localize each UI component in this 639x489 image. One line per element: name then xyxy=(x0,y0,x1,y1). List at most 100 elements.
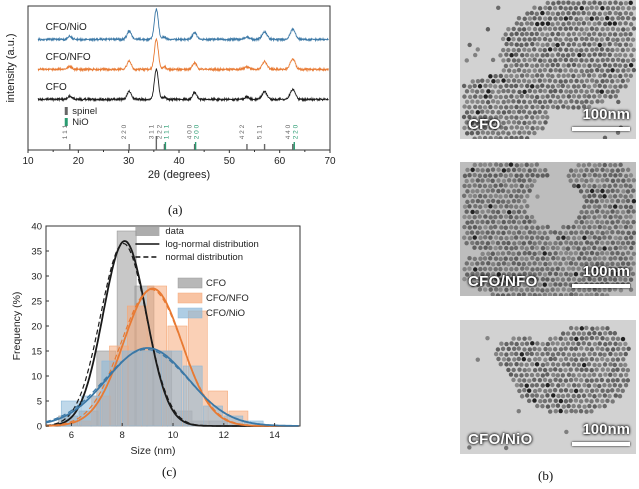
nanoparticle xyxy=(542,398,548,404)
nanoparticle xyxy=(618,172,623,178)
nanoparticle xyxy=(537,168,543,173)
nanoparticle xyxy=(594,26,599,32)
nanoparticle xyxy=(566,255,571,261)
nanoparticle xyxy=(607,10,613,16)
nanoparticle xyxy=(610,220,615,225)
nanoparticle xyxy=(499,225,504,230)
nanoparticle xyxy=(547,47,553,52)
nanoparticle xyxy=(573,89,579,94)
nanoparticle xyxy=(576,362,582,368)
nanoparticle xyxy=(566,235,571,241)
nanoparticle xyxy=(464,209,469,214)
y-tick-label: 35 xyxy=(31,247,42,258)
nanoparticle xyxy=(594,240,600,245)
nanoparticle xyxy=(519,194,524,199)
x-tick-label: 60 xyxy=(274,156,286,167)
nanoparticle xyxy=(540,225,545,230)
nanoparticle xyxy=(519,394,525,399)
nanoparticle xyxy=(465,131,470,136)
nanoparticle xyxy=(571,105,576,110)
nanoparticle xyxy=(535,42,540,47)
nanoparticle xyxy=(530,393,535,398)
nanoparticle xyxy=(521,230,527,236)
nanoparticle xyxy=(568,398,573,403)
nanoparticle xyxy=(525,351,530,356)
nanoparticle xyxy=(516,336,522,341)
nanoparticle xyxy=(529,84,535,89)
nanoparticle xyxy=(576,63,582,68)
nanoparticle xyxy=(591,73,597,78)
nanoparticle xyxy=(610,357,616,362)
nanoparticle xyxy=(532,36,537,42)
nanoparticle xyxy=(493,115,499,120)
nanoparticle xyxy=(506,120,511,125)
nanoparticle xyxy=(610,168,615,173)
nanoparticle xyxy=(516,251,522,256)
nanoparticle xyxy=(517,378,522,383)
nanoparticle xyxy=(576,235,582,241)
nanoparticle xyxy=(522,199,527,204)
nanoparticle xyxy=(462,94,467,99)
nanoparticle xyxy=(516,188,521,194)
nanoparticle xyxy=(547,241,553,246)
nanoparticle xyxy=(573,5,579,11)
nanoparticle xyxy=(617,42,623,47)
nanoparticle xyxy=(478,245,483,251)
nanoparticle xyxy=(628,62,634,68)
nanoparticle xyxy=(504,115,509,120)
nanoparticle xyxy=(553,79,558,84)
nanoparticle xyxy=(477,193,483,199)
nanoparticle xyxy=(480,251,485,257)
nanoparticle xyxy=(558,367,563,373)
nanoparticle xyxy=(506,131,511,136)
nanoparticle xyxy=(482,256,488,261)
nanoparticle xyxy=(477,214,482,219)
nanoparticle xyxy=(615,89,620,94)
nanoparticle xyxy=(529,183,535,188)
nanoparticle xyxy=(462,204,468,209)
nanoparticle xyxy=(550,245,556,251)
y-tick-label: 20 xyxy=(31,322,42,333)
nanoparticle xyxy=(551,372,556,378)
nanoparticle xyxy=(508,214,514,220)
nanoparticle xyxy=(597,352,603,357)
nanoparticle xyxy=(620,336,626,342)
nanoparticle xyxy=(584,250,590,256)
nanoparticle xyxy=(482,114,488,120)
nanoparticle xyxy=(512,357,517,362)
nanoparticle xyxy=(517,89,522,95)
nanoparticle xyxy=(576,383,582,388)
histogram-bar-cfo-nio xyxy=(142,350,162,427)
nanoparticle xyxy=(522,209,527,215)
nanoparticle xyxy=(597,214,602,219)
nanoparticle xyxy=(496,261,501,267)
nanoparticle xyxy=(558,398,564,404)
nanoparticle xyxy=(511,336,516,341)
nanoparticle xyxy=(566,11,571,16)
nanoparticle xyxy=(607,235,613,240)
nanoparticle xyxy=(552,346,558,352)
nanoparticle xyxy=(506,47,511,53)
nanoparticle xyxy=(568,178,573,183)
nanoparticle xyxy=(576,393,582,399)
nanoparticle xyxy=(534,94,540,100)
nanoparticle xyxy=(628,42,634,48)
nanoparticle xyxy=(540,352,545,357)
nanoparticle xyxy=(514,125,520,130)
nanoparticle xyxy=(564,261,569,266)
nanoparticle xyxy=(565,341,571,346)
nanoparticle xyxy=(582,382,587,388)
nanoparticle xyxy=(527,251,532,256)
nanoparticle xyxy=(571,173,577,178)
nanoparticle xyxy=(555,42,560,48)
nanoparticle xyxy=(564,47,569,53)
scale-text-cfo: 100nm xyxy=(582,106,630,123)
nanoparticle xyxy=(584,325,589,331)
nanoparticle xyxy=(587,63,592,68)
nanoparticle xyxy=(512,68,517,74)
nanoparticle xyxy=(568,251,574,256)
nanoparticle xyxy=(574,26,579,32)
nanoparticle xyxy=(501,58,506,63)
nanoparticle xyxy=(462,276,467,282)
nanoparticle xyxy=(540,341,545,347)
